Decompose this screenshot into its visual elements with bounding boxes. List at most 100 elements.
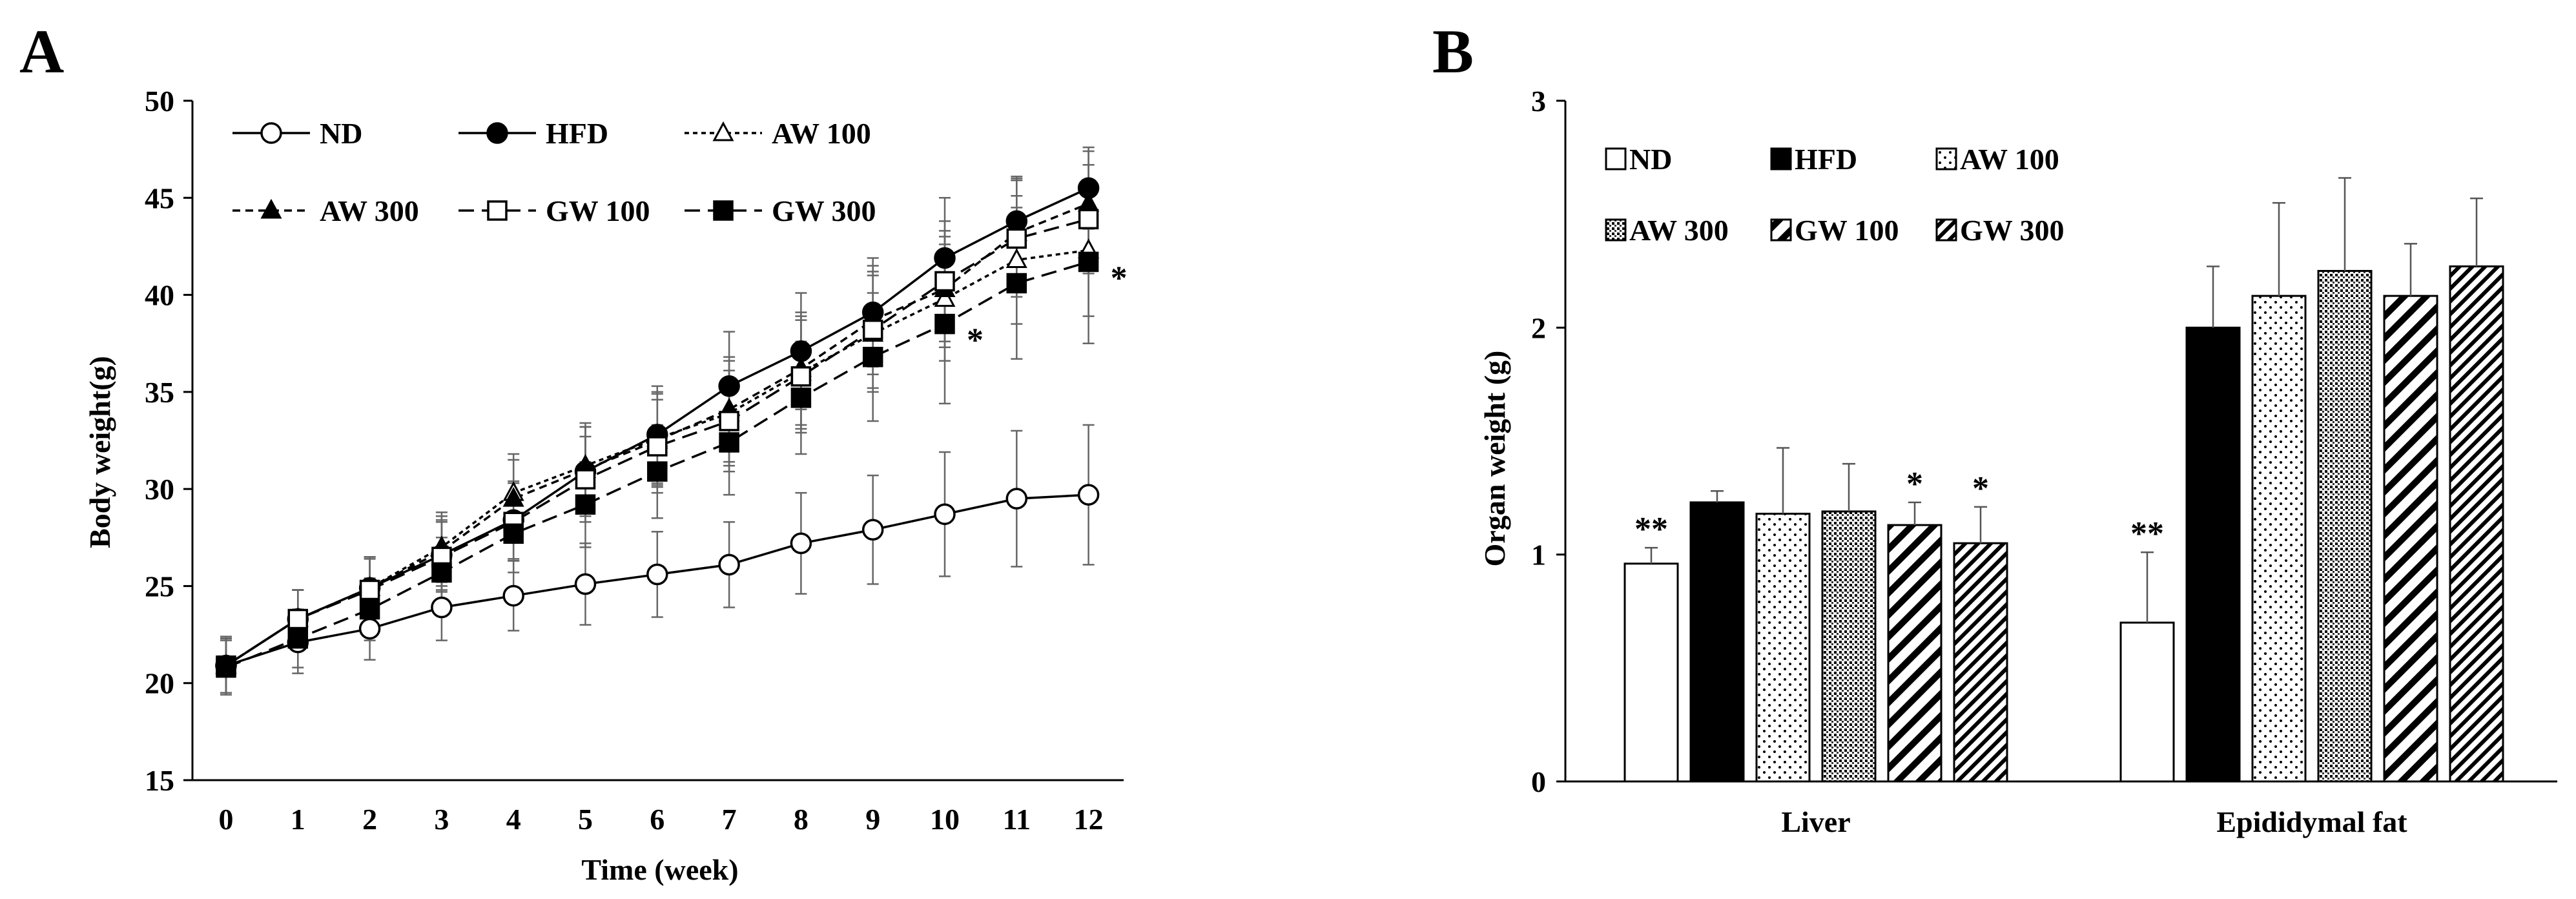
legend-label: GW 300 (772, 194, 876, 227)
data-point (1006, 273, 1027, 294)
legend-marker (712, 121, 734, 141)
data-point (502, 584, 524, 607)
y-tick-label: 30 (145, 473, 174, 506)
legend-label: AW 100 (1960, 143, 2059, 176)
data-point (934, 271, 955, 292)
data-point (1005, 488, 1028, 510)
x-tick-label: 11 (1003, 803, 1031, 836)
data-point (216, 657, 236, 678)
data-point (718, 553, 740, 576)
data-point (647, 461, 668, 482)
legend-label: AW 300 (320, 194, 419, 227)
bar-group-epididymal-fat: ** (2119, 177, 2504, 783)
data-point (790, 388, 812, 408)
legend-swatch (1935, 218, 1957, 242)
bar-hfd (2185, 326, 2241, 783)
data-point (1005, 248, 1027, 268)
annotations: ** (967, 260, 1128, 358)
y-tick-label: 40 (145, 279, 174, 312)
data-point (646, 563, 668, 586)
legend-swatch (1770, 147, 1792, 170)
y-tick-label: 25 (145, 570, 174, 603)
bar-aw-300 (2317, 270, 2373, 783)
data-point (862, 347, 883, 367)
data-point (1078, 251, 1099, 273)
legend-swatch (1935, 147, 1957, 170)
legend-item-gw-100: GW 100 (1770, 214, 1899, 247)
data-point (934, 247, 956, 269)
x-tick-label: 3 (434, 803, 449, 836)
legend-marker (487, 200, 508, 221)
significance-marker: ** (1634, 511, 1668, 548)
series-gw-300-points (216, 251, 1099, 678)
legend-label: AW 300 (1629, 214, 1729, 247)
data-point (1006, 228, 1027, 249)
y-tick-label: 45 (145, 181, 174, 214)
category-labels: Liver Epididymal fat (1781, 805, 2407, 838)
y-axis-title: Organ weight (g) (1478, 351, 1511, 567)
data-point (719, 432, 739, 453)
panel-a-label: A (19, 17, 64, 86)
data-point (647, 436, 668, 457)
data-point (359, 579, 380, 601)
legend-label: AW 100 (772, 117, 871, 150)
significance-marker: * (1906, 466, 1923, 502)
data-point (862, 319, 883, 340)
x-axis-ticks: 0 1 2 3 4 5 6 7 8 9 10 11 12 (219, 803, 1104, 836)
legend-label: HFD (1795, 143, 1857, 176)
legend-label: ND (1629, 143, 1672, 176)
legend-item-aw-300: AW 300 (232, 194, 419, 227)
y-tick-label: 2 (1531, 311, 1546, 344)
bar-hfd (1689, 501, 1745, 783)
bars-group: *** *** (1623, 177, 2504, 783)
legend-item-nd: ND (232, 117, 362, 150)
bar-nd (2119, 621, 2175, 783)
y-tick-label: 20 (145, 667, 174, 700)
y-tick-label: 3 (1531, 85, 1546, 118)
legend-item-aw-300: AW 300 (1605, 214, 1729, 247)
x-tick-label: 12 (1074, 803, 1104, 836)
legend-marker (260, 122, 282, 144)
bar-nd (1623, 563, 1679, 783)
legend-label: ND (320, 117, 362, 150)
legend: ND HFD AW 100 AW 300 GW 100 GW 300 (1605, 143, 2064, 247)
data-point (575, 494, 596, 515)
data-point (934, 503, 956, 525)
legend-marker (486, 122, 508, 144)
legend-item-gw-100: GW 100 (459, 194, 650, 227)
x-tick-label: 8 (794, 803, 809, 836)
x-tick-label: 4 (506, 803, 521, 836)
legend-swatch (1605, 218, 1627, 242)
legend-marker (260, 198, 282, 219)
data-point (719, 411, 739, 431)
significance-marker: ** (2130, 515, 2164, 552)
legend-swatch (1605, 147, 1627, 170)
x-tick-label: 9 (865, 803, 880, 836)
x-tick-label: 0 (219, 803, 234, 836)
legend-label: GW 100 (1795, 214, 1899, 247)
data-point (1078, 209, 1099, 230)
x-tick-label: 6 (650, 803, 665, 836)
legend-item-gw-300: GW 300 (1935, 214, 2064, 247)
x-tick-label: 1 (291, 803, 305, 836)
data-point (1077, 484, 1100, 506)
bar-gw-100 (2383, 294, 2438, 783)
data-point (934, 313, 955, 335)
y-tick-label: 15 (145, 764, 174, 797)
legend-item-nd: ND (1605, 143, 1672, 176)
x-tick-label: 7 (722, 803, 737, 836)
data-point (287, 608, 309, 630)
legend-item-aw-100: AW 100 (1935, 143, 2059, 176)
x-tick-label: 2 (362, 803, 377, 836)
x-tick-label: 5 (578, 803, 593, 836)
bar-aw-100 (2251, 294, 2307, 783)
x-axis-title: Time (week) (581, 853, 738, 886)
legend-item-gw-300: GW 300 (685, 194, 876, 227)
data-point (431, 596, 453, 619)
data-point (790, 532, 812, 555)
bar-aw-300 (1821, 510, 1877, 783)
series-group (215, 146, 1100, 696)
category-label-epididymal-fat: Epididymal fat (2216, 805, 2407, 838)
